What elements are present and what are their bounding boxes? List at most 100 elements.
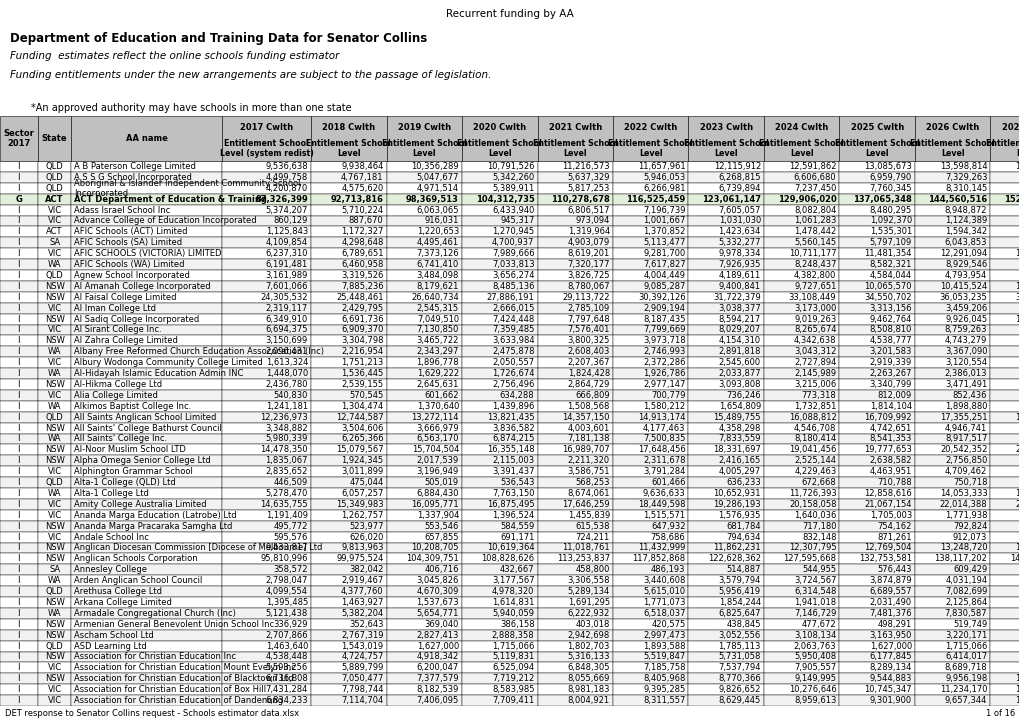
Bar — [537, 116, 612, 161]
Bar — [763, 172, 839, 183]
Bar — [914, 542, 989, 554]
Bar — [989, 281, 1019, 292]
Text: 7,050,477: 7,050,477 — [340, 674, 383, 684]
Text: 1,835,067: 1,835,067 — [265, 456, 308, 465]
Text: 2,919,339: 2,919,339 — [869, 358, 911, 367]
Bar — [311, 172, 386, 183]
Text: 1,654,809: 1,654,809 — [718, 402, 760, 411]
Text: 6,265,366: 6,265,366 — [340, 435, 383, 443]
Bar — [537, 565, 612, 575]
Text: 2022 Cwlth: 2022 Cwlth — [624, 123, 677, 132]
Text: 5,940,059: 5,940,059 — [492, 609, 534, 618]
Bar — [612, 281, 688, 292]
Bar — [537, 390, 612, 401]
Text: Al Iman College Ltd: Al Iman College Ltd — [74, 304, 156, 313]
Text: 1,337,904: 1,337,904 — [416, 510, 459, 520]
Bar — [38, 172, 71, 183]
Text: I: I — [17, 293, 20, 302]
Bar — [989, 663, 1019, 673]
Text: 2,436,780: 2,436,780 — [265, 380, 308, 389]
Bar — [222, 346, 311, 357]
Bar — [71, 663, 222, 673]
Text: 2026 Cwlth: 2026 Cwlth — [925, 123, 978, 132]
Text: 14,357,150: 14,357,150 — [561, 412, 609, 422]
Text: NSW: NSW — [45, 337, 64, 345]
Text: I: I — [17, 282, 20, 291]
Bar — [989, 216, 1019, 226]
Bar — [839, 510, 914, 521]
Bar — [71, 116, 222, 161]
Bar — [0, 390, 38, 401]
Bar — [763, 640, 839, 652]
Bar — [537, 554, 612, 565]
Text: 2,416,165: 2,416,165 — [718, 456, 760, 465]
Text: 113,253,837: 113,253,837 — [556, 554, 609, 563]
Text: 5,289,134: 5,289,134 — [568, 587, 609, 596]
Bar — [222, 629, 311, 640]
Bar — [839, 673, 914, 684]
Text: 523,977: 523,977 — [348, 522, 383, 531]
Bar — [462, 357, 537, 368]
Bar — [71, 205, 222, 216]
Bar — [537, 194, 612, 205]
Text: I: I — [17, 642, 20, 650]
Text: 6,057,257: 6,057,257 — [340, 489, 383, 498]
Text: 14,913,174: 14,913,174 — [637, 412, 685, 422]
Bar — [763, 259, 839, 270]
Text: 498,291: 498,291 — [876, 620, 911, 629]
Text: 5,316,133: 5,316,133 — [567, 653, 609, 661]
Bar — [222, 314, 311, 324]
Bar — [386, 281, 462, 292]
Bar — [462, 684, 537, 695]
Text: 13,272,114: 13,272,114 — [411, 412, 459, 422]
Text: 6,689,557: 6,689,557 — [868, 587, 911, 596]
Text: 7,181,138: 7,181,138 — [567, 435, 609, 443]
Text: I: I — [17, 435, 20, 443]
Text: 11,657,961: 11,657,961 — [637, 162, 685, 171]
Bar — [71, 531, 222, 542]
Bar — [763, 335, 839, 346]
Text: AFIC Schools (ACT) Limited: AFIC Schools (ACT) Limited — [74, 227, 187, 236]
Text: Al Faisal College Limited: Al Faisal College Limited — [74, 293, 176, 302]
Text: 4,743,279: 4,743,279 — [944, 337, 986, 345]
Bar — [71, 455, 222, 466]
Bar — [222, 281, 311, 292]
Bar — [38, 695, 71, 706]
Text: 3,874,879: 3,874,879 — [868, 576, 911, 585]
Bar — [914, 324, 989, 335]
Bar — [311, 248, 386, 259]
Text: 1,396,524: 1,396,524 — [492, 510, 534, 520]
Text: 4,099,554: 4,099,554 — [266, 587, 308, 596]
Bar — [763, 183, 839, 194]
Text: 2,545,315: 2,545,315 — [417, 304, 459, 313]
Text: 13,598,814: 13,598,814 — [938, 162, 986, 171]
Bar — [71, 684, 222, 695]
Bar — [386, 412, 462, 423]
Bar — [222, 401, 311, 412]
Text: 7,830,587: 7,830,587 — [944, 609, 986, 618]
Bar — [914, 673, 989, 684]
Bar — [839, 575, 914, 586]
Bar — [839, 652, 914, 663]
Bar — [839, 597, 914, 608]
Text: 9,149,995: 9,149,995 — [794, 674, 836, 684]
Bar — [537, 488, 612, 499]
Text: 3,633,984: 3,633,984 — [491, 337, 534, 345]
Text: 3,724,567: 3,724,567 — [793, 576, 836, 585]
Bar — [0, 116, 38, 161]
Text: 9,813,963: 9,813,963 — [340, 544, 383, 552]
Bar — [386, 597, 462, 608]
Bar — [989, 477, 1019, 488]
Text: All Saints' College Inc.: All Saints' College Inc. — [74, 435, 167, 443]
Text: 8,508,810: 8,508,810 — [868, 325, 911, 335]
Text: 2027 Cwlth: 2027 Cwlth — [1001, 123, 1019, 132]
Text: 3,173,000: 3,173,000 — [793, 304, 836, 313]
Text: 122,628,362: 122,628,362 — [707, 554, 760, 563]
Text: I: I — [17, 271, 20, 280]
Text: 576,443: 576,443 — [876, 565, 911, 574]
Text: I: I — [17, 522, 20, 531]
Text: 4,499,758: 4,499,758 — [266, 173, 308, 182]
Text: VIC: VIC — [48, 358, 61, 367]
Bar — [386, 444, 462, 455]
Bar — [386, 216, 462, 226]
